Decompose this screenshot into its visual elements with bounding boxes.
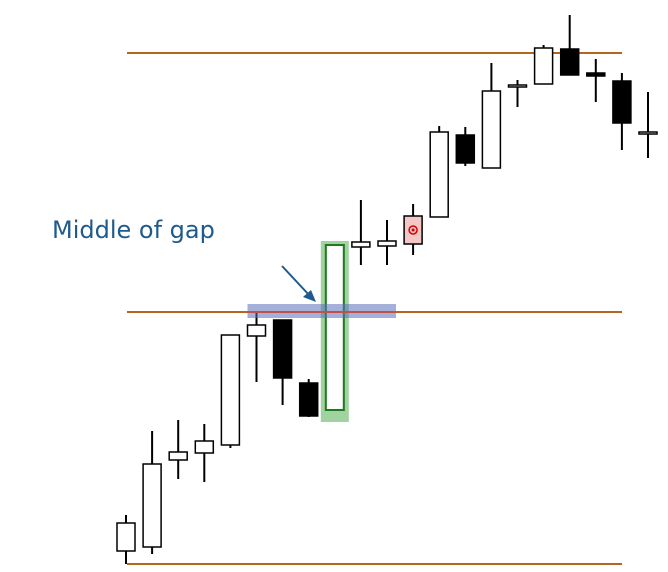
candle-body (325, 244, 345, 411)
candle-body (377, 240, 397, 247)
candle-body (429, 131, 449, 218)
candles (116, 15, 658, 564)
candle-body (298, 382, 319, 417)
candle-body (272, 319, 293, 379)
candle-body (507, 84, 528, 88)
candle-body (168, 451, 188, 461)
annotation-middle-of-gap: Middle of gap (52, 216, 215, 244)
candle-body (638, 131, 658, 135)
candle-marker-ring (408, 225, 418, 235)
candle-body (220, 334, 241, 446)
candle-body (612, 80, 632, 124)
candle-body (246, 324, 267, 337)
candle-body (194, 440, 215, 454)
candle-body (481, 90, 502, 169)
annotation-arrow (281, 265, 316, 302)
gap-candle-outline (324, 244, 345, 411)
gap-overlay (247, 244, 396, 411)
candle-body (586, 72, 606, 77)
candle-body (533, 47, 554, 85)
candle-body (559, 48, 580, 76)
candle-body (455, 134, 476, 164)
candle-body (351, 241, 371, 248)
candle-body (116, 522, 136, 552)
candle-marker-dot (411, 228, 415, 232)
candle-body (142, 463, 162, 548)
